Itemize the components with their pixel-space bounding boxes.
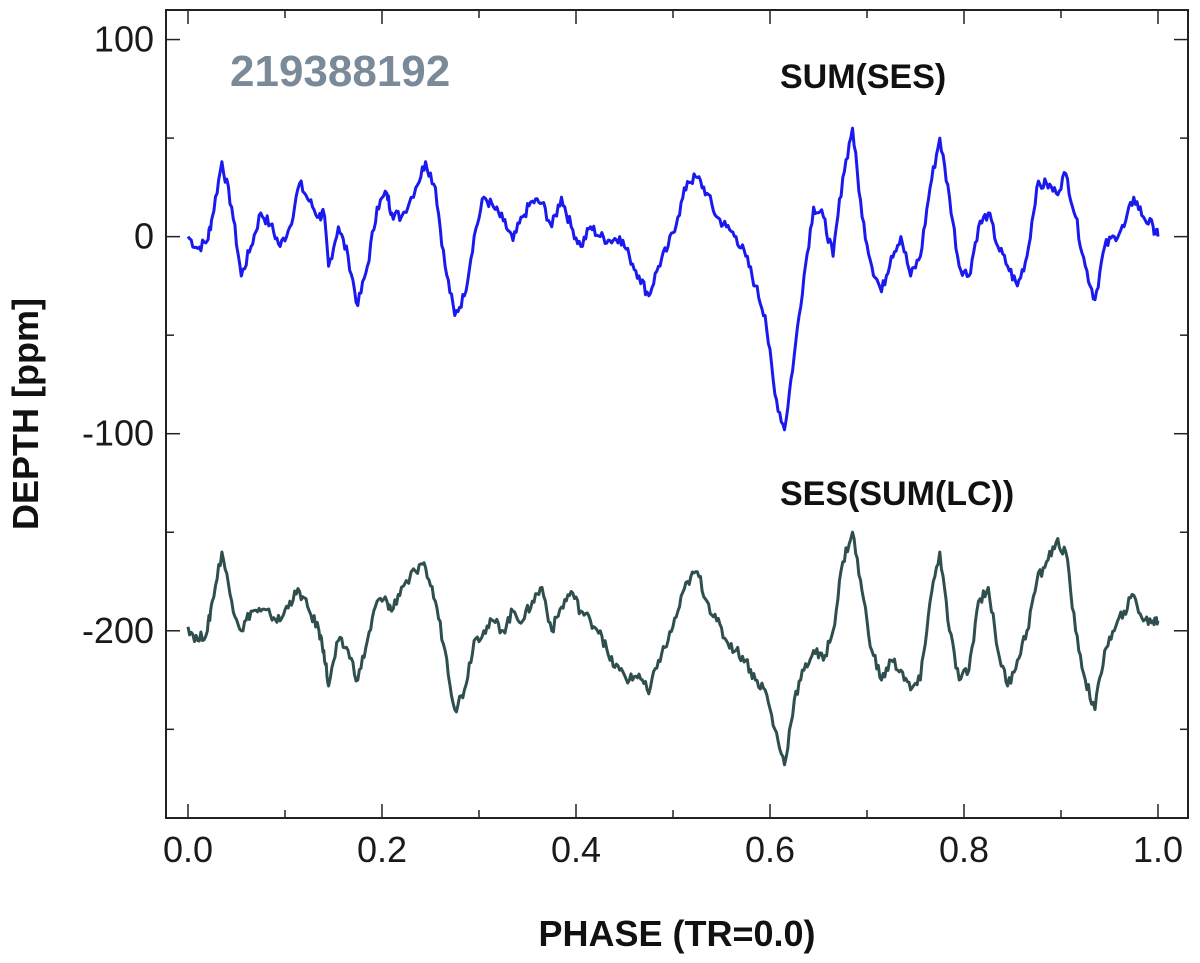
series-line-sum-ses xyxy=(186,126,1160,432)
axis-ticks xyxy=(166,10,1188,818)
x-tick-label: 1.0 xyxy=(1133,829,1183,870)
x-axis-title: PHASE (TR=0.0) xyxy=(538,913,815,954)
series-label-ses-sum-lc: SES(SUM(LC)) xyxy=(780,475,1014,513)
y-tick-label: -100 xyxy=(82,413,154,454)
series-line-ses-sum-lc xyxy=(186,530,1160,767)
y-tick-label: 100 xyxy=(94,19,154,60)
x-tick-label: 0.0 xyxy=(163,829,213,870)
x-tick-label: 0.2 xyxy=(357,829,407,870)
annotation-id: 219388192 xyxy=(230,47,450,96)
y-tick-label: -200 xyxy=(82,610,154,651)
x-tick-label: 0.4 xyxy=(551,829,601,870)
y-axis-title: DEPTH [ppm] xyxy=(5,298,46,530)
series-label-sum-ses: SUM(SES) xyxy=(780,58,946,96)
series-layer xyxy=(186,126,1160,767)
x-tick-label: 0.6 xyxy=(745,829,795,870)
plot-frame xyxy=(165,9,1189,819)
tick-labels: 0.0 0.2 0.4 0.6 0.8 1.0 100 0 -100 -200 xyxy=(82,19,1183,870)
x-tick-label: 0.8 xyxy=(939,829,989,870)
y-tick-label: 0 xyxy=(134,216,154,257)
